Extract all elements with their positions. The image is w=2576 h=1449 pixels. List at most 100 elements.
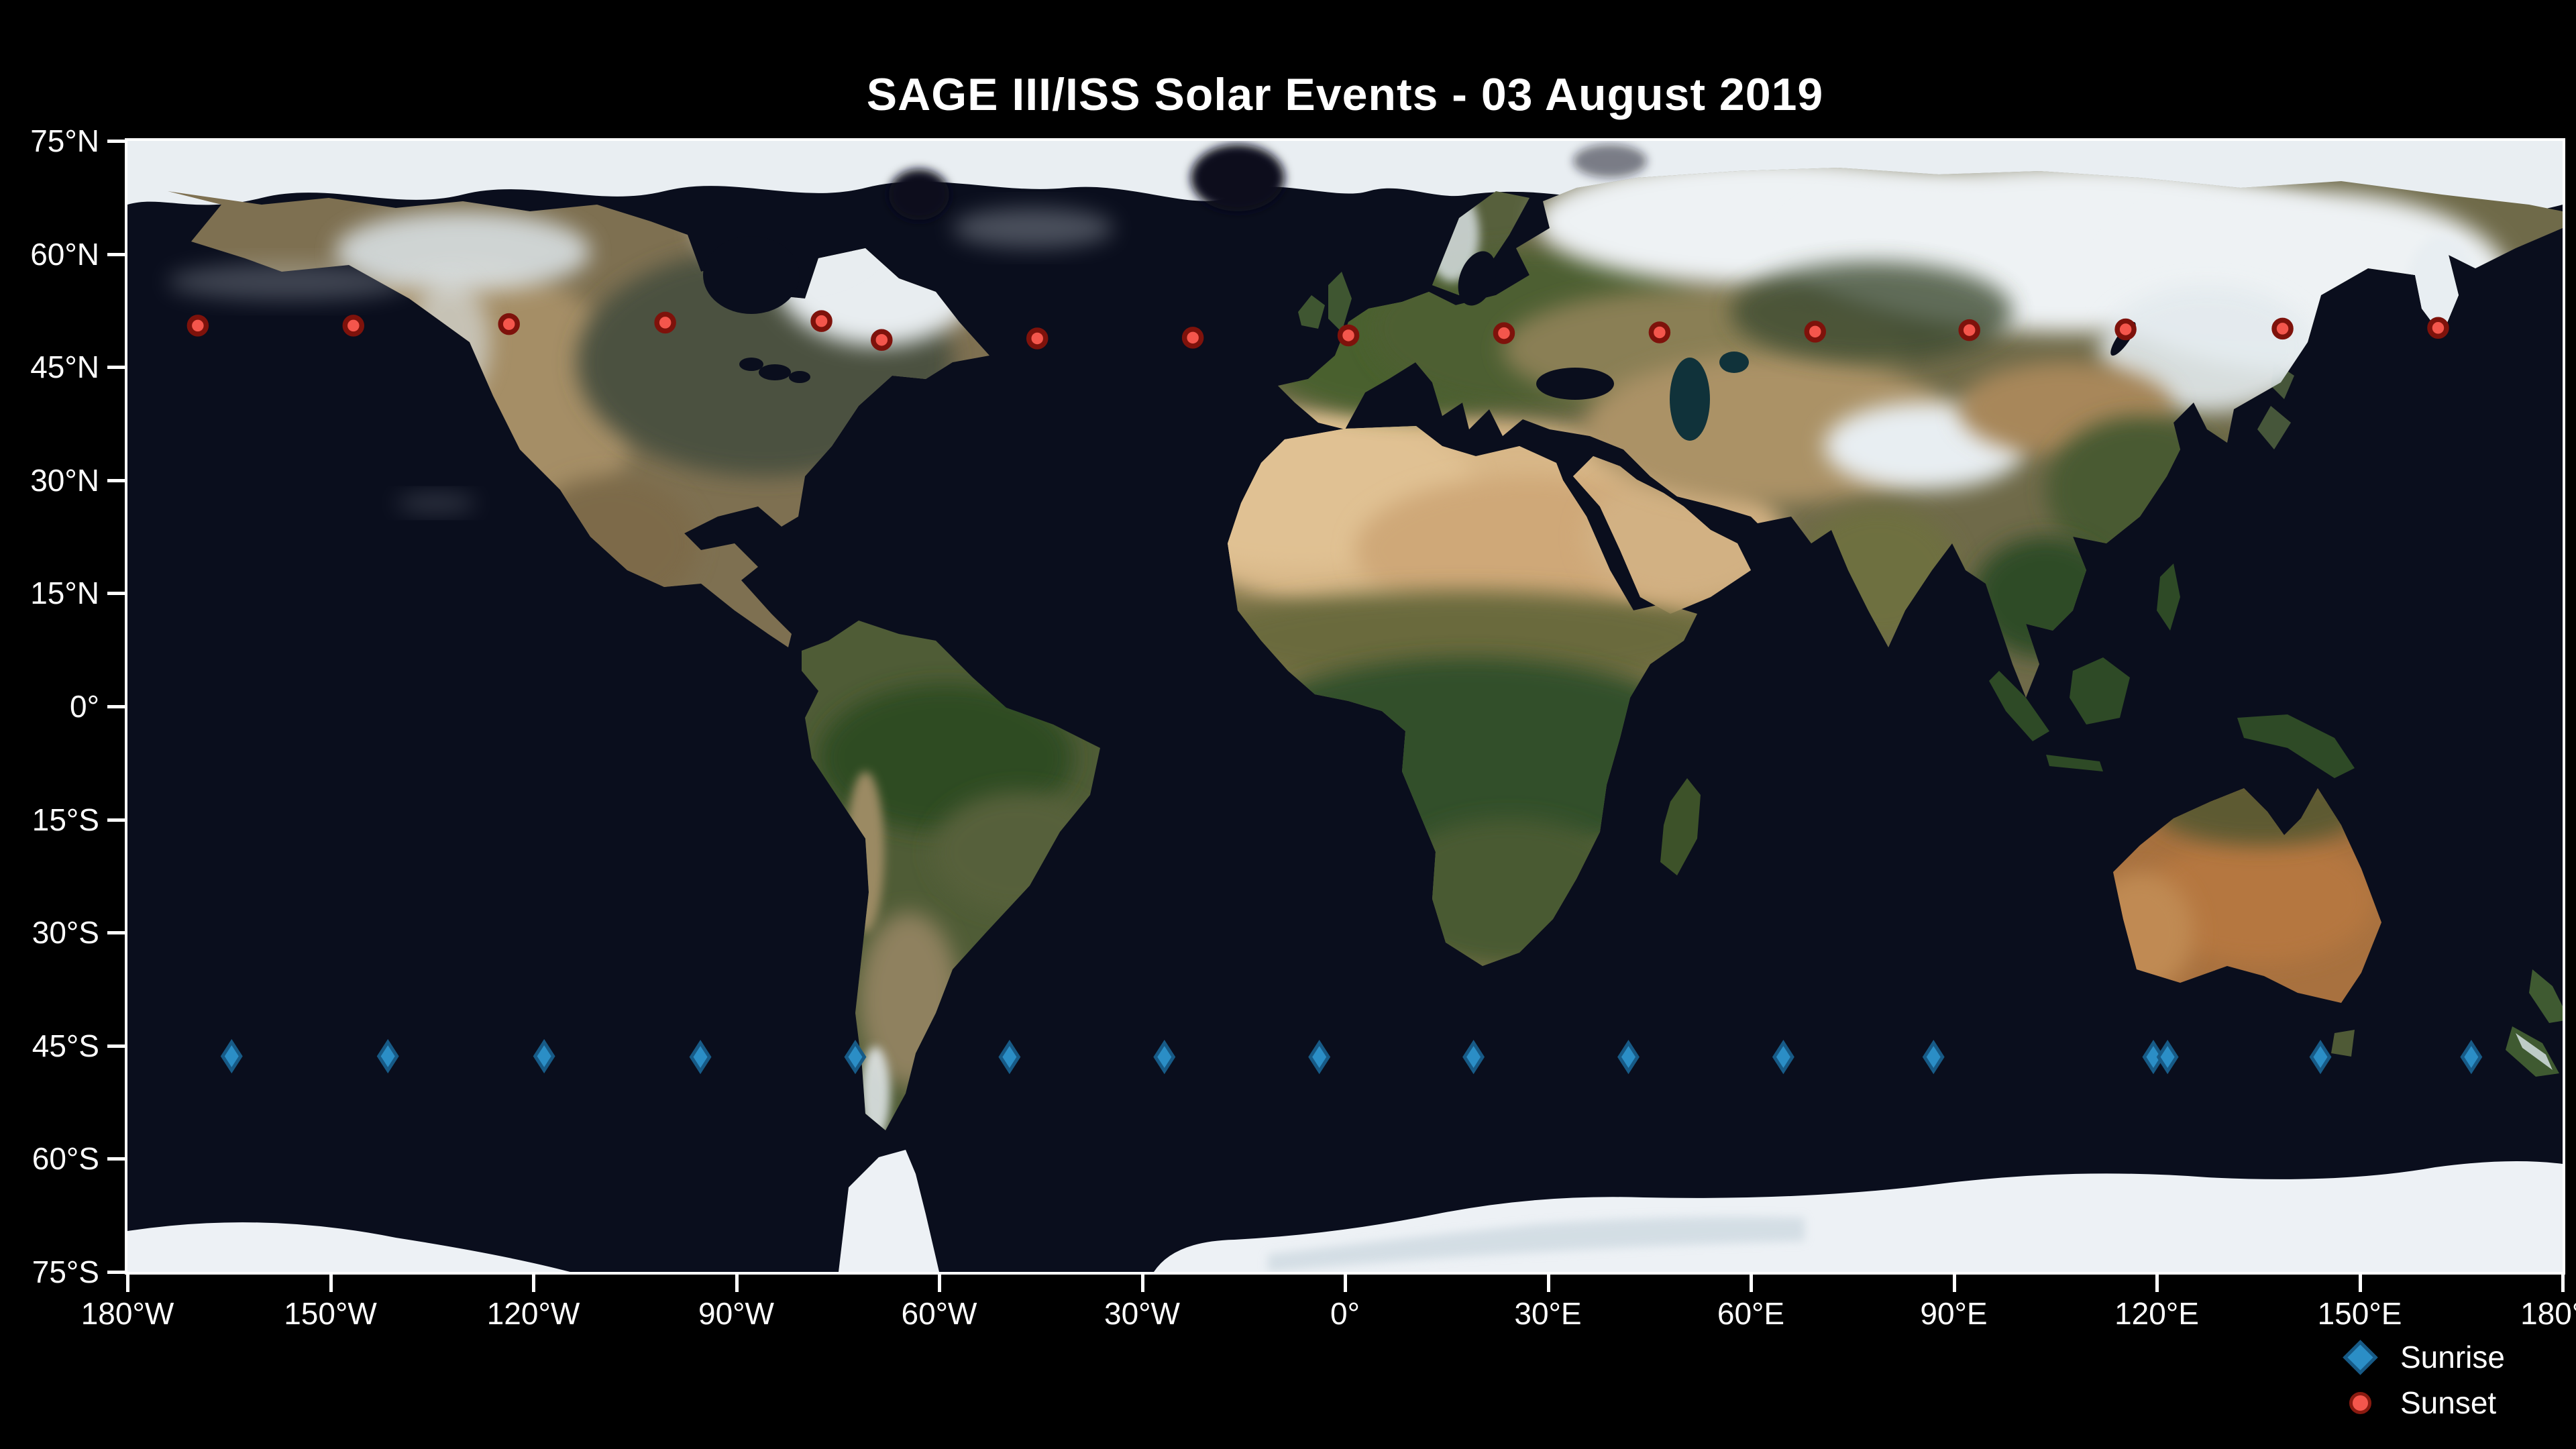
lat-tick-label: 75°S [32, 1254, 99, 1289]
lat-tick-mark [107, 705, 125, 708]
legend-item-sunset: Sunset [2340, 1383, 2505, 1422]
lat-tick-mark [107, 1271, 125, 1274]
marker-layer [186, 310, 2483, 1075]
sunrise-diamond-icon [2342, 1339, 2378, 1375]
map-plot-area [125, 138, 2565, 1275]
sunrise-marker [2156, 1040, 2179, 1075]
lon-tick-mark [1750, 1275, 1753, 1292]
lon-tick-mark [2155, 1275, 2159, 1292]
legend-item-sunrise: Sunrise [2340, 1338, 2505, 1377]
lon-tick-mark [1546, 1275, 1550, 1292]
sunset-marker [1026, 327, 1049, 350]
sunset-marker [1493, 322, 1515, 344]
lat-tick-label: 60°S [32, 1141, 99, 1177]
sunset-marker [186, 315, 209, 337]
lon-tick-label: 120°W [486, 1296, 580, 1331]
sunset-dot-icon [2349, 1391, 2371, 1414]
lat-tick-label: 45°N [30, 350, 99, 385]
sunset-marker [342, 315, 365, 337]
sunrise-marker [1772, 1040, 1794, 1075]
terrain-shading [288, 168, 2509, 1130]
lon-tick-label: 90°E [1920, 1296, 1988, 1331]
sunset-marker [2114, 318, 2137, 341]
black-sea [1536, 368, 1614, 400]
lat-tick-mark [107, 478, 125, 482]
sunrise-marker [220, 1038, 243, 1074]
lat-tick-label: 15°N [30, 576, 99, 611]
lat-tick-mark [107, 140, 125, 143]
islands [1298, 272, 2563, 1077]
lat-tick-mark [107, 1157, 125, 1161]
lon-tick-label: 150°E [2317, 1296, 2402, 1331]
sunrise-marker [844, 1040, 867, 1075]
legend-label-sunrise: Sunrise [2400, 1340, 2505, 1375]
sunrise-marker [998, 1040, 1021, 1075]
lon-tick-label: 60°E [1717, 1296, 1785, 1331]
legend: Sunrise Sunset [2340, 1338, 2505, 1422]
hudson-bay [703, 236, 800, 314]
sunrise-marker [1153, 1040, 1176, 1075]
clouds [168, 208, 1114, 513]
lon-tick-mark [532, 1275, 535, 1292]
sunset-marker [1804, 321, 1827, 343]
sunset-marker [1181, 327, 1204, 349]
lon-tick-label: 30°E [1514, 1296, 1582, 1331]
sunset-marker [871, 329, 893, 351]
sunrise-marker [376, 1038, 399, 1074]
lon-tick-mark [329, 1275, 333, 1292]
lat-tick-label: 30°N [30, 462, 99, 498]
lon-tick-mark [1140, 1275, 1144, 1292]
lon-tick-label: 30°W [1104, 1296, 1180, 1331]
lon-tick-mark [126, 1275, 129, 1292]
sunset-marker [2271, 317, 2294, 340]
lat-tick-label: 15°S [32, 802, 99, 837]
lon-tick-label: 60°W [901, 1296, 977, 1331]
lat-tick-label: 0° [70, 689, 99, 724]
inland-water [703, 236, 2136, 441]
lon-tick-label: 150°W [284, 1296, 377, 1331]
sunset-marker [498, 313, 520, 335]
sunset-marker [810, 310, 833, 332]
lon-tick-mark [2561, 1275, 2565, 1292]
sunrise-marker [1462, 1040, 1485, 1075]
lat-tick-label: 45°S [32, 1028, 99, 1063]
sunrise-marker [2309, 1040, 2332, 1075]
lat-tick-label: 30°S [32, 915, 99, 951]
antarctica [127, 1150, 2563, 1272]
lat-tick-mark [107, 1044, 125, 1048]
lon-tick-mark [938, 1275, 941, 1292]
sunset-marker [2427, 317, 2449, 339]
legend-label-sunset: Sunset [2400, 1385, 2497, 1420]
sunset-marker [654, 311, 676, 334]
sunrise-marker [2142, 1040, 2165, 1075]
world-map-svg [127, 141, 2563, 1272]
lon-tick-label: 0° [1330, 1296, 1360, 1331]
lat-tick-mark [107, 818, 125, 822]
lat-tick-mark [107, 366, 125, 370]
lat-tick-mark [107, 931, 125, 935]
lat-tick-label: 75°N [30, 123, 99, 158]
lat-tick-mark [107, 252, 125, 256]
sunrise-marker [533, 1038, 555, 1074]
lat-tick-label: 60°N [30, 236, 99, 272]
lon-tick-label: 120°E [2114, 1296, 2199, 1331]
sunrise-marker [1617, 1040, 1640, 1075]
sunrise-marker [689, 1040, 712, 1075]
lon-tick-label: 90°W [698, 1296, 774, 1331]
sunset-marker [1958, 319, 1980, 341]
caspian-sea [1670, 358, 1710, 441]
lon-tick-label: 180°W [80, 1296, 174, 1331]
sunset-marker [1337, 324, 1360, 347]
sunrise-marker [1308, 1040, 1331, 1075]
lon-tick-mark [735, 1275, 739, 1292]
lon-tick-mark [2358, 1275, 2362, 1292]
lon-tick-mark [1952, 1275, 1956, 1292]
chart-title: SAGE III/ISS Solar Events - 03 August 20… [866, 69, 1824, 120]
sunset-marker [1648, 321, 1671, 343]
lon-tick-mark [1344, 1275, 1347, 1292]
lon-tick-label: 180°E [2520, 1296, 2576, 1331]
sunrise-marker [2460, 1040, 2483, 1075]
lat-tick-mark [107, 592, 125, 596]
sunrise-marker [1922, 1040, 1945, 1075]
